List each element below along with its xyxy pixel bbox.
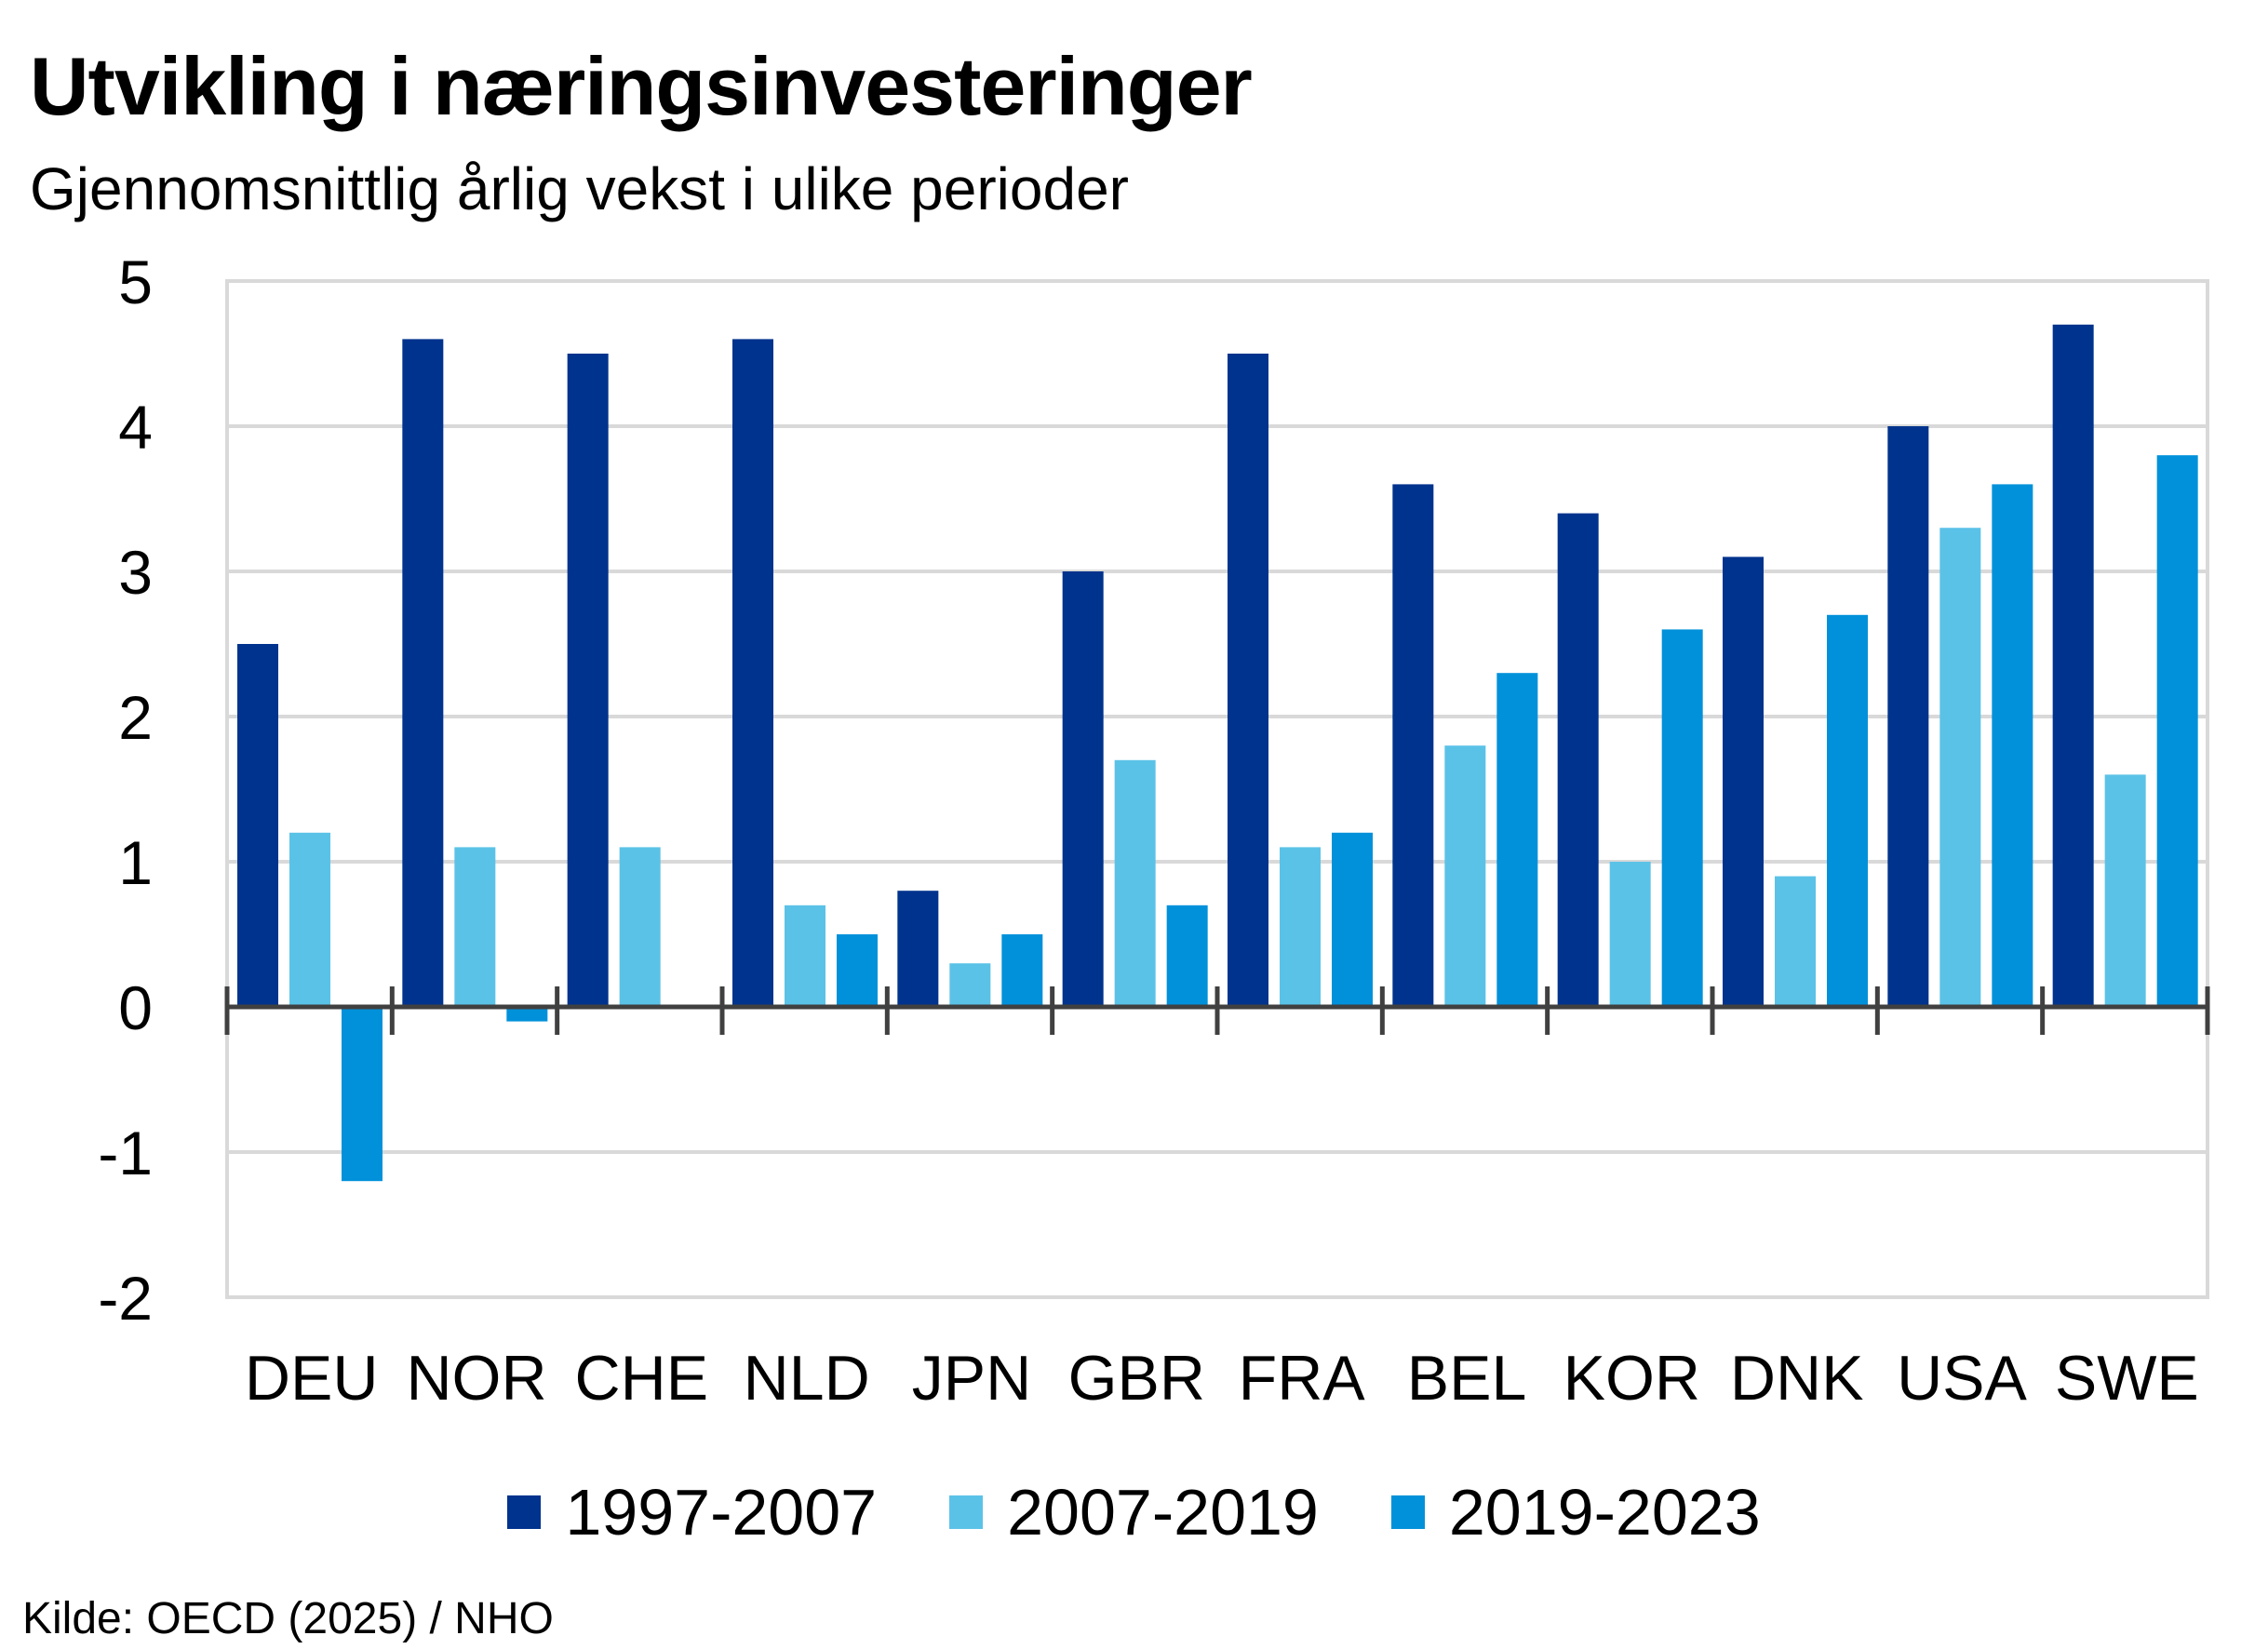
bar-series-3-kor [1661, 629, 1703, 1007]
bar-series-2-swe [2104, 774, 2146, 1007]
y-tick-label: 2 [118, 683, 153, 752]
bar-series-3-usa [1992, 484, 2033, 1007]
bar-series-2-jpn [949, 963, 991, 1007]
bar-series-2-nld [785, 905, 825, 1007]
bar-series-2-usa [1939, 528, 1981, 1007]
legend-swatch-series-1 [507, 1495, 542, 1529]
bar-series-2-nor [454, 847, 496, 1007]
bar-series-1-nor [402, 339, 444, 1007]
bar-series-1-kor [1557, 513, 1599, 1007]
bar-series-1-dnk [1723, 556, 1764, 1007]
bar-chart: -2 -1 0 1 2 3 4 5 DEU NOR CHE NLD JPN GBR FRA BEL KOR DNK… [98, 248, 2210, 1414]
bar-series-1-usa [1887, 426, 1929, 1007]
y-tick-label: 3 [118, 538, 153, 607]
bar-series-1-gbr [1062, 571, 1104, 1007]
legend: 1997-2007 2007-2019 2019-2023 [0, 1475, 2268, 1549]
legend-item-series-1: 1997-2007 [507, 1475, 877, 1549]
y-tick-label: 0 [118, 973, 153, 1042]
bar-series-2-dnk [1775, 876, 1816, 1007]
bar-series-2-kor [1609, 862, 1651, 1007]
bar-series-1-swe [2052, 324, 2094, 1007]
bar-series-1-fra [1228, 354, 1268, 1007]
bar-series-3-nld [837, 934, 878, 1007]
chart-title: Utvikling i næringsinvesteringer [30, 40, 1253, 132]
y-tick-label: 1 [118, 828, 153, 897]
bar-series-1-deu [237, 644, 278, 1007]
x-tick-label: USA [1897, 1343, 2027, 1414]
y-tick-label: -1 [98, 1119, 153, 1187]
bar-series-3-swe [2156, 455, 2198, 1007]
legend-item-series-2: 2007-2019 [949, 1475, 1319, 1549]
bar-series-2-gbr [1114, 759, 1156, 1007]
source-note: Kilde: OECD (2025) / NHO [22, 1594, 554, 1643]
x-tick-label: NOR [406, 1343, 546, 1414]
plot-area-border [225, 279, 2209, 1299]
bar-series-3-nor [506, 1007, 548, 1022]
bar-series-1-jpn [897, 891, 939, 1007]
x-tick-label: CHE [575, 1343, 709, 1414]
bar-series-1-che [567, 354, 609, 1007]
legend-label-series-2: 2007-2019 [1007, 1476, 1319, 1548]
legend-label-series-3: 2019-2023 [1448, 1476, 1761, 1548]
bar-series-3-bel [1496, 673, 1538, 1007]
chart-subtitle: Gjennomsnittlig årlig vekst i ulike peri… [30, 155, 1129, 222]
y-tick-label: 4 [118, 393, 153, 462]
bar-series-2-bel [1444, 745, 1486, 1007]
bar-series-3-dnk [1827, 614, 1868, 1007]
bar-series-3-fra [1332, 832, 1373, 1007]
legend-label-series-1: 1997-2007 [565, 1476, 878, 1548]
x-tick-label: NLD [744, 1343, 870, 1414]
legend-swatch-series-3 [1390, 1495, 1425, 1529]
bar-series-3-jpn [1001, 934, 1043, 1007]
bar-series-1-nld [732, 339, 773, 1007]
bar-series-2-deu [289, 832, 330, 1007]
x-tick-label: KOR [1563, 1343, 1700, 1414]
bar-series-2-che [619, 847, 661, 1007]
legend-swatch-series-2 [949, 1495, 984, 1529]
y-tick-label: 5 [118, 248, 153, 316]
bar-series-3-deu [342, 1007, 382, 1182]
x-tick-label: FRA [1239, 1343, 1366, 1414]
bar-series-1-bel [1392, 484, 1434, 1007]
x-tick-label: GBR [1068, 1343, 1205, 1414]
bar-series-3-gbr [1166, 905, 1208, 1007]
x-tick-label: JPN [912, 1343, 1031, 1414]
x-tick-label: SWE [2055, 1343, 2199, 1414]
y-tick-label: -2 [98, 1264, 153, 1333]
x-tick-label: DEU [245, 1343, 379, 1414]
bar-series-2-fra [1280, 847, 1321, 1007]
x-tick-label: DNK [1730, 1343, 1864, 1414]
legend-item-series-3: 2019-2023 [1390, 1475, 1761, 1549]
x-tick-label: BEL [1407, 1343, 1527, 1414]
